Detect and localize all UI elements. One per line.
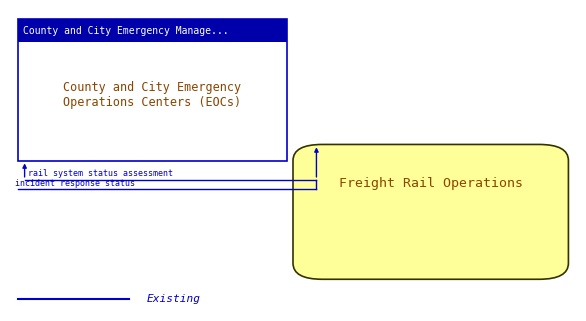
Text: Freight Rail Operations: Freight Rail Operations bbox=[339, 177, 523, 189]
FancyBboxPatch shape bbox=[293, 144, 568, 279]
Text: rail system status assessment: rail system status assessment bbox=[28, 169, 172, 178]
FancyBboxPatch shape bbox=[18, 19, 287, 42]
FancyBboxPatch shape bbox=[18, 19, 287, 160]
Text: incident response status: incident response status bbox=[15, 179, 135, 188]
Text: Existing: Existing bbox=[146, 293, 200, 304]
Text: County and City Emergency
Operations Centers (EOCs): County and City Emergency Operations Cen… bbox=[63, 81, 241, 109]
Text: County and City Emergency Manage...: County and City Emergency Manage... bbox=[23, 26, 229, 36]
